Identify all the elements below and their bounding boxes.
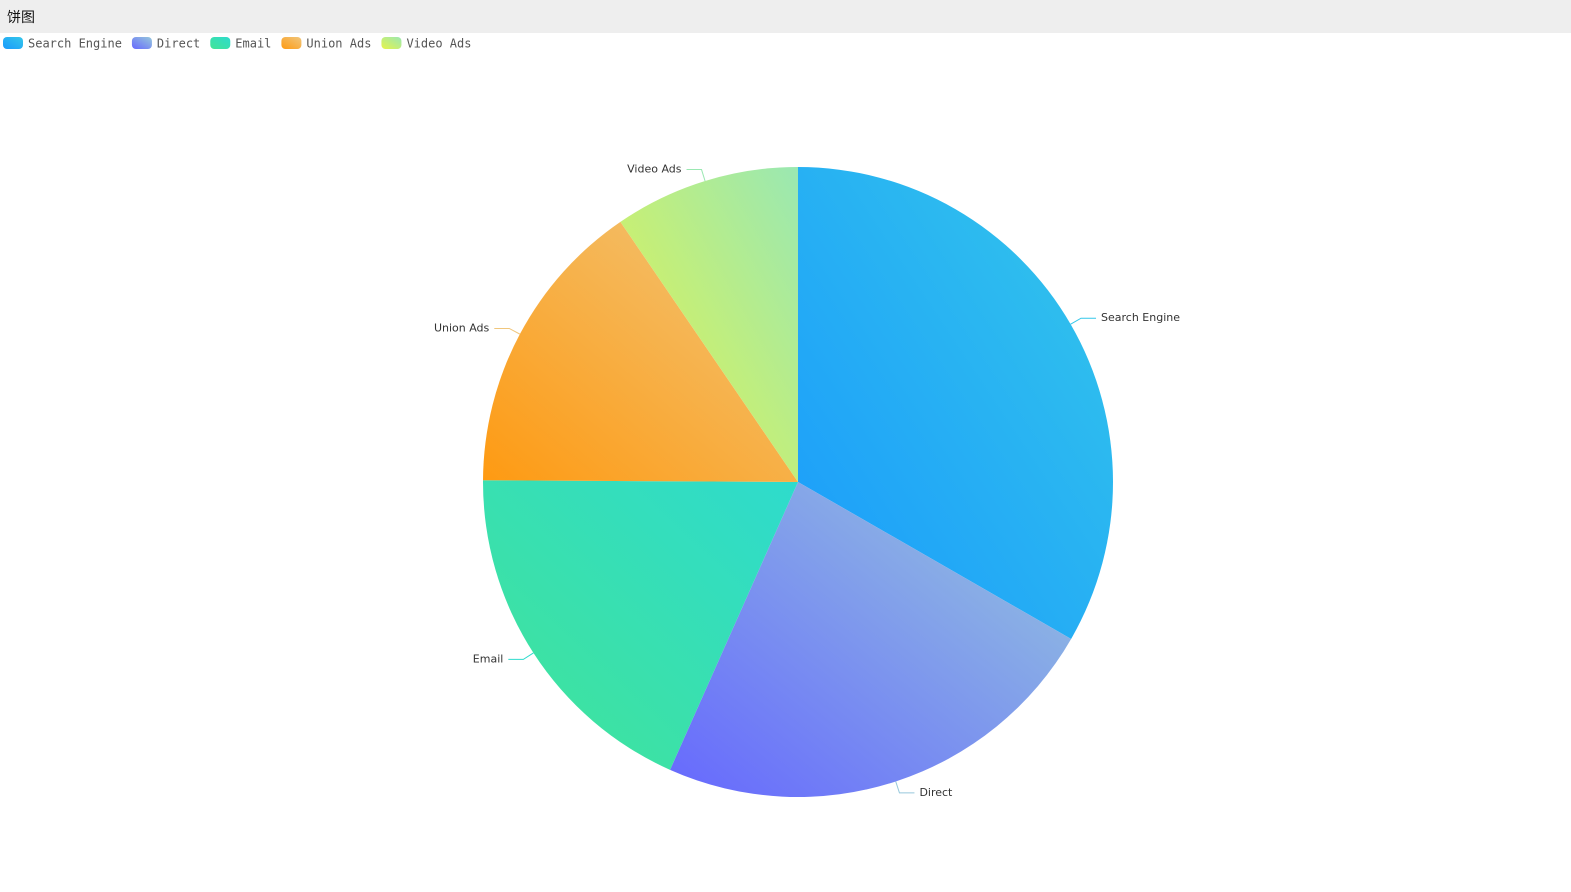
leader-line [1070,317,1097,325]
legend-text[interactable]: Direct [157,37,200,51]
window-title: 饼图 [7,10,35,26]
chart: Search Engine Direct Email Union Ads Video A… [3,37,1180,799]
leader-line [508,652,534,660]
legend-text[interactable]: Union Ads [306,37,371,51]
legend-swatch[interactable] [381,37,402,49]
legend-text[interactable]: Video Ads [406,37,471,51]
leader-line [895,781,915,794]
legend-text[interactable]: Email [235,37,271,51]
leader-line [494,327,521,335]
slice-label: Direct [919,786,953,799]
pie-slice [670,482,1072,797]
slice-label: Video Ads [627,163,682,176]
pie-slice [798,167,1113,639]
legend-text[interactable]: Search Engine [28,37,122,51]
legend-swatch[interactable] [131,37,152,49]
pie-slice [483,221,798,482]
legend-swatch[interactable] [281,37,302,49]
legend-swatch[interactable] [3,37,23,49]
title-bar: 饼图 [0,0,1571,33]
slice-label: Union Ads [434,321,490,334]
slice-label: Email [473,652,504,665]
leader-line [686,169,706,182]
pie-slice [620,167,798,482]
pie-slice [483,480,798,770]
legend-swatch[interactable] [210,37,231,49]
slice-label: Search Engine [1101,311,1180,324]
